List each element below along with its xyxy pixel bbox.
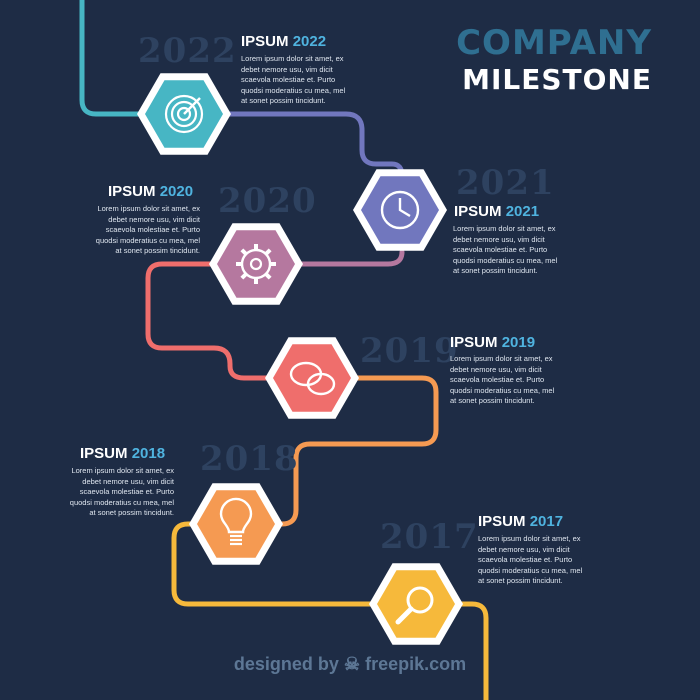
lightbulb-icon [219,497,253,546]
magnifier-icon [395,586,434,625]
milestone-hexagon-2019 [265,337,359,419]
milestone-title-2022: IPSUM 2022 [241,33,327,50]
ghost-year-2018: 2018 [200,439,299,479]
title-milestone: MILESTONE [462,63,652,96]
milestone-title-2020: IPSUM 2020 [108,183,194,200]
milestone-hexagon-2018 [189,483,283,565]
milestone-text-2019: Lorem ipsum dolor sit amet, ex debet nem… [450,354,555,405]
milestone-title-2019: IPSUM 2019 [450,334,536,351]
milestone-title-2021: IPSUM 2021 [454,203,540,220]
ghost-year-2017: 2017 [380,517,479,557]
milestone-text-2017: Lorem ipsum dolor sit amet, ex debet nem… [478,534,583,585]
chat-bubbles-icon [289,361,336,396]
clock-icon [380,190,420,230]
milestone-title-2018: IPSUM 2018 [80,445,166,462]
target-icon [164,94,204,134]
milestone-text-2020: Lorem ipsum dolor sit amet, ex debet nem… [95,204,200,255]
connector-path [79,0,143,117]
ghost-year-2021: 2021 [456,163,555,203]
title-company: COMPANY [456,23,652,63]
connector-path [299,249,405,267]
connector-path [145,261,271,381]
connector-path [225,111,405,179]
milestone-hexagon-2021 [353,169,447,251]
connector-path [171,521,375,607]
credit-watermark: designed by ☠ freepik.com [233,654,467,674]
milestone-title-2017: IPSUM 2017 [478,513,564,530]
milestone-hexagon-2020 [209,223,303,305]
ghost-year-2022: 2022 [138,31,237,71]
ghost-year-2019: 2019 [360,331,459,371]
freepik-logo-icon: ☠ [343,654,361,674]
milestone-hexagon-2017 [369,563,463,645]
gear-icon [236,244,276,284]
milestone-hexagon-2022 [137,73,231,155]
milestone-text-2021: Lorem ipsum dolor sit amet, ex debet nem… [453,224,558,275]
milestone-text-2022: Lorem ipsum dolor sit amet, ex debet nem… [241,54,346,105]
milestone-text-2018: Lorem ipsum dolor sit amet, ex debet nem… [69,466,174,517]
ghost-year-2020: 2020 [218,181,317,221]
connector-path [457,601,489,700]
connector-path [277,375,439,527]
